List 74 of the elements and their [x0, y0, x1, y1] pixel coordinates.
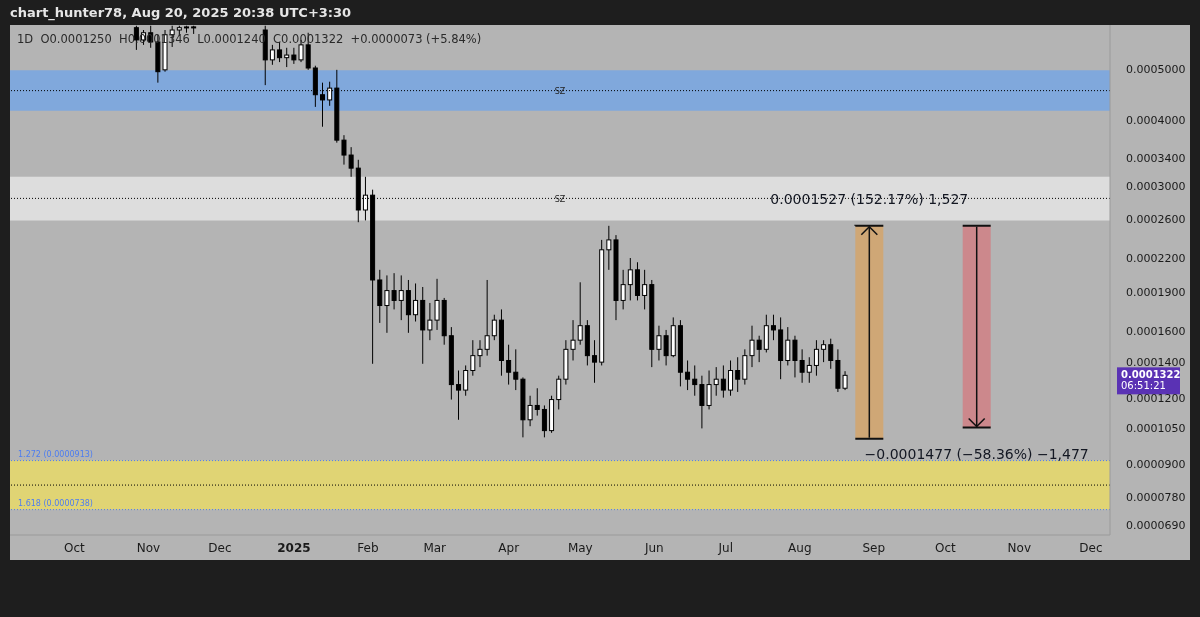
candlestick	[627, 257, 633, 301]
candlestick	[728, 359, 734, 397]
data-label: 0.0001527 (152.17%) 1,527	[770, 190, 969, 207]
y-tick-label: 0.0002200	[1126, 251, 1186, 265]
x-tick-label: Feb	[357, 541, 379, 555]
y-tick-label: 0.0003400	[1126, 151, 1186, 165]
x-tick-label: Apr	[498, 541, 520, 555]
candlestick	[813, 339, 819, 377]
y-tick-label: 0.0001050	[1126, 422, 1186, 436]
candlestick	[456, 370, 462, 421]
candlestick	[269, 44, 275, 66]
candlestick	[577, 281, 583, 346]
candlestick	[770, 314, 776, 341]
candlestick	[720, 364, 726, 399]
x-tick-label: Dec	[1079, 541, 1103, 555]
x-tick-label: Oct	[64, 541, 86, 555]
y-tick-label: 0.0005000	[1126, 62, 1186, 76]
candlestick	[413, 282, 419, 323]
x-tick-label: Nov	[1007, 541, 1032, 555]
y-tick-label: 0.0004000	[1126, 114, 1186, 128]
y-tick-label: 0.0000780	[1126, 490, 1186, 504]
y-tick-label: 0.0000900	[1126, 457, 1186, 471]
x-tick-label: Sep	[862, 541, 886, 555]
y-tick-label: 0.0001400	[1126, 356, 1186, 370]
text: 0.0001322	[1121, 369, 1181, 381]
candlestick	[749, 325, 755, 368]
band-label: SZ	[554, 86, 566, 96]
candlestick	[556, 375, 562, 410]
x-tick-label: Jul	[717, 541, 734, 555]
x-tick-label: May	[567, 541, 593, 555]
candlestick	[685, 359, 691, 391]
band-label: SZ	[554, 194, 566, 204]
candlestick	[398, 274, 404, 321]
ref-line-label: 1.618 (0.0000738)	[18, 498, 93, 508]
x-tick-label: Nov	[136, 541, 161, 555]
candlestick	[592, 339, 598, 384]
candlestick	[534, 387, 540, 417]
candlestick	[620, 269, 626, 310]
candlestick	[763, 314, 769, 353]
candlestick	[785, 326, 791, 366]
candlestick	[692, 364, 698, 397]
x-tick-label: Mar	[423, 541, 447, 555]
x-tick-label: Aug	[788, 541, 812, 555]
data-label: −0.0001477 (−58.36%) −1,477	[864, 445, 1089, 462]
y-tick-label: 0.0001900	[1126, 285, 1186, 299]
candlestick	[491, 314, 497, 341]
candlestick	[284, 47, 290, 68]
chart-title: chart_hunter78, Aug 20, 2025 20:38 UTC+3:30	[10, 4, 352, 23]
candlestick	[506, 344, 512, 386]
y-tick-label: 0.0001600	[1126, 325, 1186, 339]
candlestick	[642, 269, 648, 310]
candlestick	[806, 356, 812, 384]
y-tick-label: 0.0002600	[1126, 213, 1186, 227]
candlestick	[513, 348, 519, 391]
y-tick-label: 0.0001200	[1126, 391, 1186, 405]
text: 06:51:21	[1121, 379, 1166, 391]
candlestick	[821, 339, 827, 363]
x-tick-label: Jun	[643, 541, 664, 555]
candlestick	[606, 225, 612, 271]
y-tick-label: 0.0000690	[1126, 519, 1186, 533]
x-tick-label: Dec	[208, 541, 232, 555]
candlestick	[756, 335, 762, 363]
ref-line-label: 1.272 (0.0000913)	[18, 449, 93, 459]
candlestick	[735, 356, 741, 393]
x-tick-label: Oct	[934, 541, 957, 555]
y-tick-label: 0.0003000	[1126, 180, 1186, 194]
x-tick-label: 2025	[277, 541, 311, 555]
candlestick	[541, 404, 547, 438]
candlestick	[470, 339, 476, 377]
candlestick	[828, 338, 834, 370]
candlestick	[277, 41, 283, 63]
candlestick	[742, 348, 748, 386]
candlestick	[463, 364, 469, 397]
candlestick	[713, 366, 719, 397]
